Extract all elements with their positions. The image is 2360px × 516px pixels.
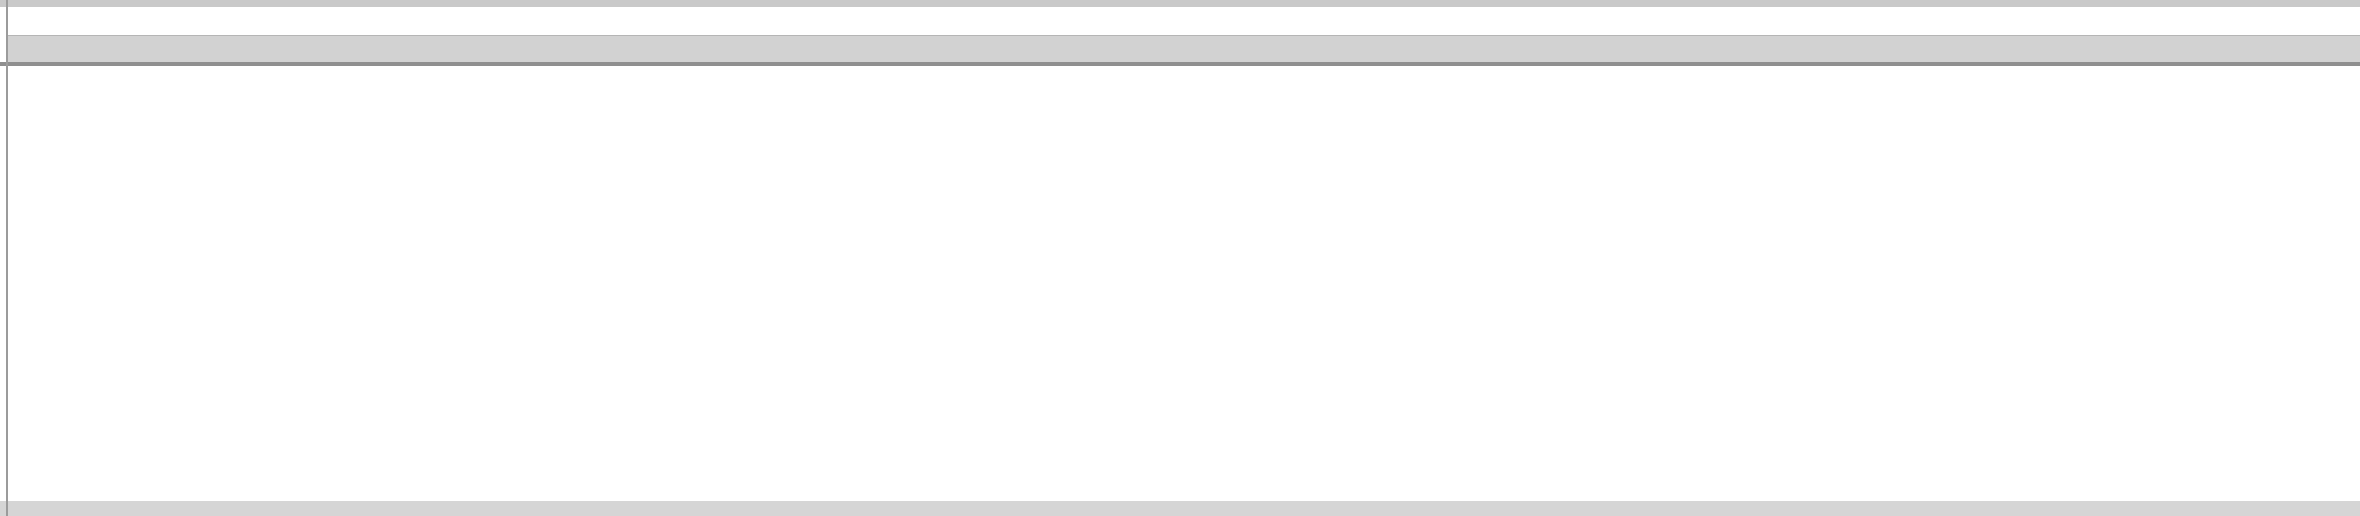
pane-separator[interactable]: [0, 62, 2360, 66]
flame-chart[interactable]: [0, 66, 2360, 501]
cpu-overview-strip[interactable]: [8, 36, 2360, 62]
time-ruler[interactable]: [8, 7, 2360, 36]
left-edge-divider: [6, 0, 8, 516]
bottom-chrome-strip: [0, 501, 2360, 516]
top-chrome-strip: [0, 0, 2360, 7]
